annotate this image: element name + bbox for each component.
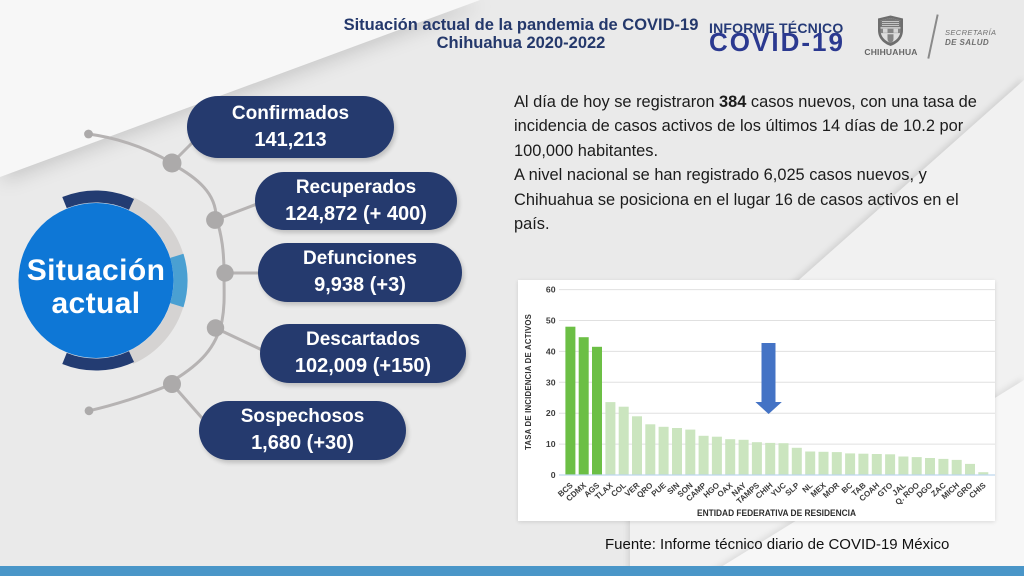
svg-text:ENTIDAD FEDERATIVA DE RESIDENC: ENTIDAD FEDERATIVA DE RESIDENCIA [697, 508, 856, 519]
svg-text:60: 60 [546, 285, 556, 295]
svg-text:0: 0 [551, 470, 556, 480]
svg-text:30: 30 [546, 377, 556, 387]
svg-text:TASA DE INCIDENCIA DE ACTIVOS: TASA DE INCIDENCIA DE ACTIVOS [524, 314, 533, 450]
svg-text:20: 20 [546, 408, 556, 418]
svg-text:SLP: SLP [784, 480, 802, 498]
svg-text:40: 40 [546, 346, 556, 356]
svg-text:10: 10 [546, 439, 556, 449]
svg-text:50: 50 [546, 316, 556, 326]
